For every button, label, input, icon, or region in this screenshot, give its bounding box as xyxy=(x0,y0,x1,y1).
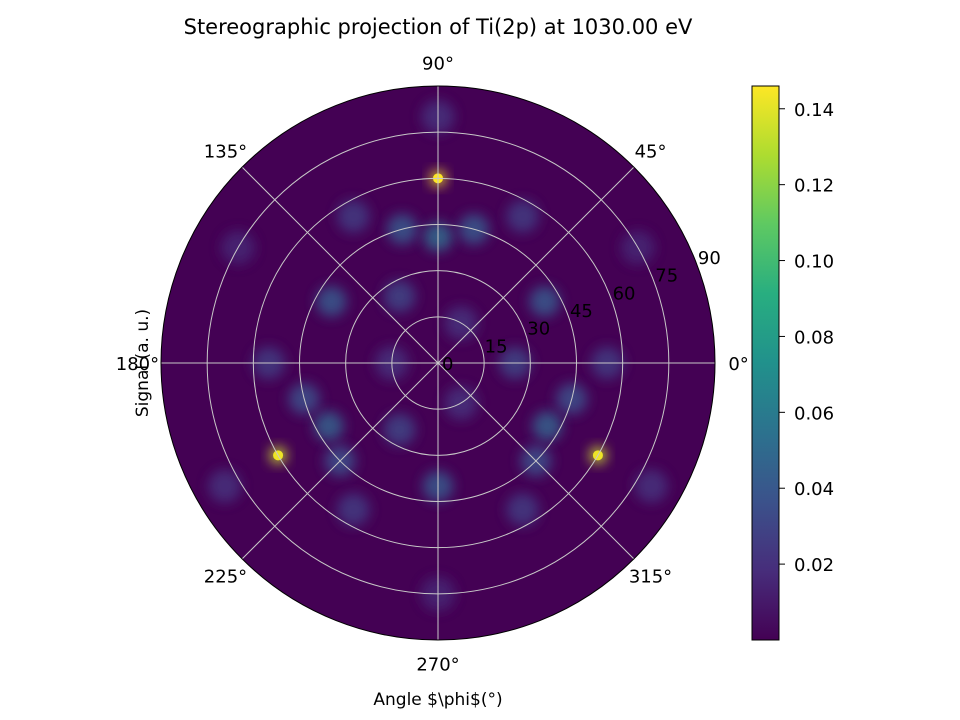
angle-tick-label: 135° xyxy=(204,141,247,162)
colorbar-tick-label: 0.04 xyxy=(794,479,834,500)
angle-tick-labels: 0° 45° 90° 135° 180° 225° 270° 315° xyxy=(116,53,749,675)
radial-tick-label: 15 xyxy=(485,336,508,357)
intensity-peak xyxy=(506,200,539,233)
angle-tick-label: 315° xyxy=(629,567,672,588)
polar-grid xyxy=(161,86,715,640)
colorbar-tick-label: 0.14 xyxy=(794,100,834,121)
radial-tick-label: 60 xyxy=(613,283,636,304)
radial-tick-label: 30 xyxy=(527,319,550,340)
colorbar: 0.02 0.04 0.06 0.08 0.10 0.12 0.14 xyxy=(751,85,834,641)
polar-plot-area xyxy=(160,85,716,641)
angle-tick-label: 45° xyxy=(635,141,667,162)
angular-gridline xyxy=(437,166,635,364)
intensity-peak xyxy=(208,469,242,503)
intensity-peak xyxy=(337,200,370,233)
intensity-peak xyxy=(532,411,563,442)
colorbar-gradient xyxy=(751,85,780,641)
angular-gridline xyxy=(437,362,635,560)
intensity-peak xyxy=(337,493,370,526)
intensity-peak xyxy=(506,493,539,526)
colorbar-tick-label: 0.10 xyxy=(794,252,834,273)
radial-tick-label: 90 xyxy=(698,248,721,269)
polar-frame xyxy=(160,85,716,641)
colorbar-ticks: 0.02 0.04 0.06 0.08 0.10 0.12 0.14 xyxy=(779,100,834,576)
colorbar-tick-label: 0.02 xyxy=(794,555,834,576)
x-axis-label: Angle $\phi$(°) xyxy=(373,690,502,710)
radial-tick-labels: 0 15 30 45 60 75 90 xyxy=(442,248,721,375)
angular-gridline xyxy=(241,362,439,560)
intensity-peak xyxy=(313,411,344,442)
intensity-peak xyxy=(383,413,416,446)
angle-tick-label: 0° xyxy=(728,354,748,375)
y-axis-label: Signal (a. u.) xyxy=(133,309,153,417)
colorbar-tick-label: 0.08 xyxy=(794,327,834,348)
radial-tick-label: 45 xyxy=(570,301,593,322)
intensity-peak xyxy=(316,286,347,317)
intensity-peak xyxy=(383,280,416,313)
colorbar-tick-label: 0.12 xyxy=(794,176,834,197)
angle-tick-label: 225° xyxy=(204,567,247,588)
angle-tick-label: 90° xyxy=(422,53,454,74)
intensity-peak xyxy=(634,469,668,503)
intensity-peak xyxy=(529,286,560,317)
angle-tick-label: 180° xyxy=(116,354,159,375)
radial-tick-label: 75 xyxy=(655,266,678,287)
angular-gridline xyxy=(241,166,439,364)
colorbar-tick-label: 0.06 xyxy=(794,403,834,424)
chart-title: Stereographic projection of Ti(2p) at 10… xyxy=(184,15,693,39)
angle-tick-label: 270° xyxy=(416,655,459,676)
radial-tick-label: 0 xyxy=(442,354,453,375)
